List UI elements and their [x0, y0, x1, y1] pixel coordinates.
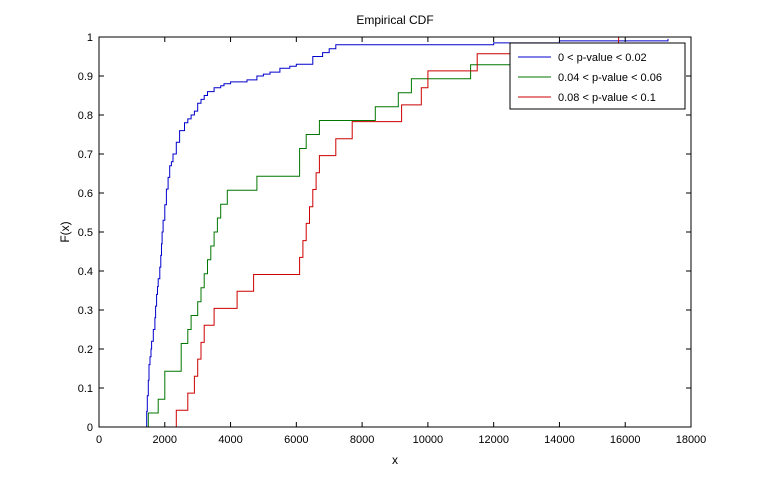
- x-tick-label-5: 10000: [413, 434, 444, 446]
- legend: 0 < p-value < 0.02 0.04 < p-value < 0.06…: [509, 42, 686, 110]
- x-tick-label-3: 6000: [284, 434, 308, 446]
- x-tick-label-9: 18000: [676, 434, 707, 446]
- legend-label-series-2: 0.04 < p-value < 0.06: [558, 72, 662, 84]
- legend-label-series-1: 0 < p-value < 0.02: [558, 52, 647, 64]
- series-line-2: [147, 51, 669, 427]
- x-tick-label-0: 0: [96, 434, 102, 446]
- y-tick-label-0: 0: [87, 422, 93, 434]
- x-tick-label-8: 16000: [610, 434, 641, 446]
- x-tick-label-2: 4000: [218, 434, 242, 446]
- x-tick-label-1: 2000: [153, 434, 177, 446]
- chart-title: Empirical CDF: [356, 13, 433, 27]
- y-tick-label-3: 0.3: [78, 305, 93, 317]
- y-tick-label-6: 0.6: [78, 188, 93, 200]
- legend-box: [509, 42, 686, 110]
- x-tick-label-4: 8000: [350, 434, 374, 446]
- y-tick-label-8: 0.8: [78, 110, 93, 122]
- y-tick-label-2: 0.2: [78, 344, 93, 356]
- y-axis-label: F(x): [58, 221, 72, 242]
- y-tick-label-9: 0.9: [78, 71, 93, 83]
- y-tick-label-4: 0.4: [78, 266, 93, 278]
- y-tick-label-10: 1: [87, 32, 93, 44]
- series-line-3: [175, 36, 668, 427]
- y-tick-label-7: 0.7: [78, 149, 93, 161]
- x-tick-label-7: 14000: [544, 434, 575, 446]
- x-axis-label: x: [392, 453, 398, 467]
- y-tick-label-1: 0.1: [78, 383, 93, 395]
- series-line-1: [146, 38, 669, 427]
- x-tick-label-6: 12000: [478, 434, 509, 446]
- y-tick-label-5: 0.5: [78, 227, 93, 239]
- tick-layer: 0 2000 4000 6000 8000 10000 12000 14000 16000 180…: [78, 32, 707, 446]
- legend-label-series-3: 0.08 < p-value < 0.1: [558, 92, 656, 104]
- plot-frame: [98, 36, 692, 428]
- series-layer: [146, 36, 669, 427]
